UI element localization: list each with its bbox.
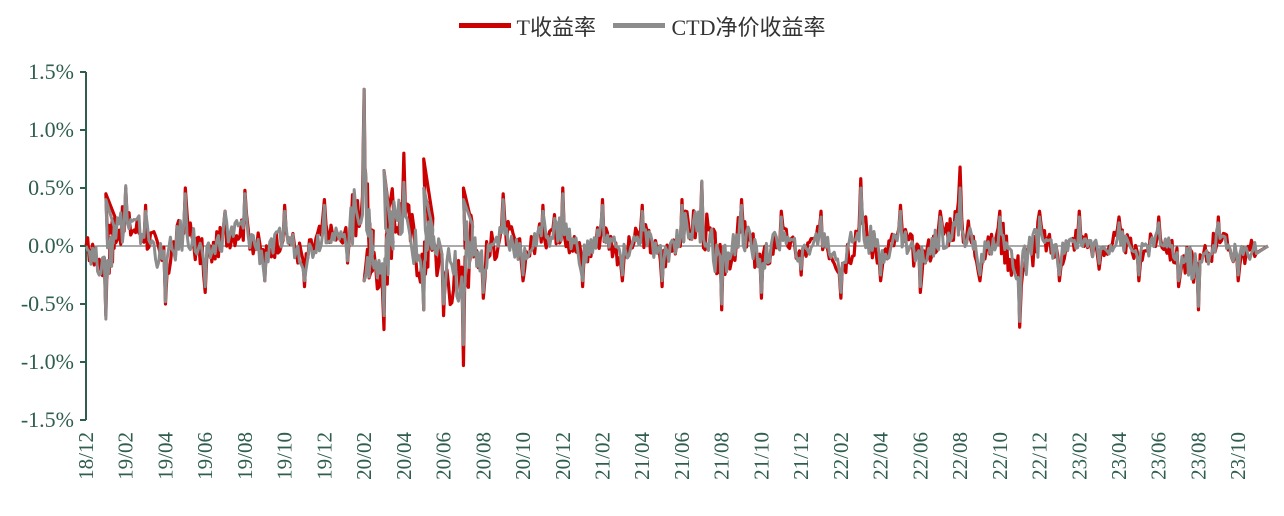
x-tick-label: 22/02 <box>829 432 853 480</box>
x-tick-label: 19/06 <box>193 432 217 480</box>
x-tick-label: 21/10 <box>749 432 773 480</box>
legend-swatch-ctd <box>613 23 666 28</box>
x-tick-label: 20/06 <box>432 432 456 480</box>
x-tick-label: 22/12 <box>1028 432 1052 480</box>
y-tick-label: -1.5% <box>21 407 74 432</box>
legend-item-ctd: CTD净价收益率 <box>613 10 825 42</box>
x-tick-label: 21/08 <box>710 432 734 480</box>
ticks-group: 1.5% 1.0% 0.5% 0.0% -0.5% -1.0% -1.5%18/12 19/0… <box>21 59 1250 480</box>
x-tick-label: 18/12 <box>74 432 98 480</box>
series-line-t <box>84 87 1269 368</box>
x-tick-label: 19/04 <box>153 432 177 480</box>
y-tick-label: -0.5% <box>21 291 74 316</box>
x-tick-label: 23/06 <box>1147 432 1171 480</box>
series-layer <box>84 87 1269 368</box>
x-tick-label: 20/08 <box>471 432 495 480</box>
y-tick-label: -1.0% <box>21 349 74 374</box>
x-tick-label: 23/02 <box>1067 432 1091 480</box>
x-tick-label: 22/10 <box>988 432 1012 480</box>
x-tick-label: 22/08 <box>948 432 972 480</box>
x-tick-label: 20/12 <box>551 432 575 480</box>
legend-item-t: T收益率 <box>458 10 596 42</box>
x-tick-label: 23/08 <box>1186 432 1210 480</box>
y-tick-label: 1.0% <box>28 117 74 142</box>
x-tick-label: 19/08 <box>233 432 257 480</box>
x-tick-label: 19/12 <box>312 432 336 480</box>
legend-label-ctd: CTD净价收益率 <box>671 14 826 40</box>
legend-label-t: T收益率 <box>516 14 596 40</box>
x-tick-label: 23/10 <box>1226 432 1250 480</box>
y-tick-label: 0.0% <box>28 233 74 258</box>
x-tick-label: 21/04 <box>630 432 654 480</box>
x-tick-label: 20/02 <box>352 432 376 480</box>
x-tick-label: 22/04 <box>869 432 893 480</box>
legend: T收益率 CTD净价收益率 <box>0 8 1284 42</box>
x-tick-label: 21/02 <box>591 432 615 480</box>
legend-swatch-t <box>458 23 511 28</box>
x-tick-label: 20/04 <box>392 432 416 480</box>
x-tick-label: 21/12 <box>789 432 813 480</box>
x-tick-label: 19/02 <box>114 432 138 480</box>
x-tick-label: 21/06 <box>670 432 694 480</box>
x-tick-label: 20/10 <box>511 432 535 480</box>
x-tick-label: 22/06 <box>908 432 932 480</box>
y-tick-label: 0.5% <box>28 175 74 200</box>
x-tick-label: 23/04 <box>1107 432 1131 480</box>
x-tick-label: 19/10 <box>273 432 297 480</box>
y-tick-label: 1.5% <box>28 59 74 84</box>
series-line-ctd <box>84 87 1269 347</box>
